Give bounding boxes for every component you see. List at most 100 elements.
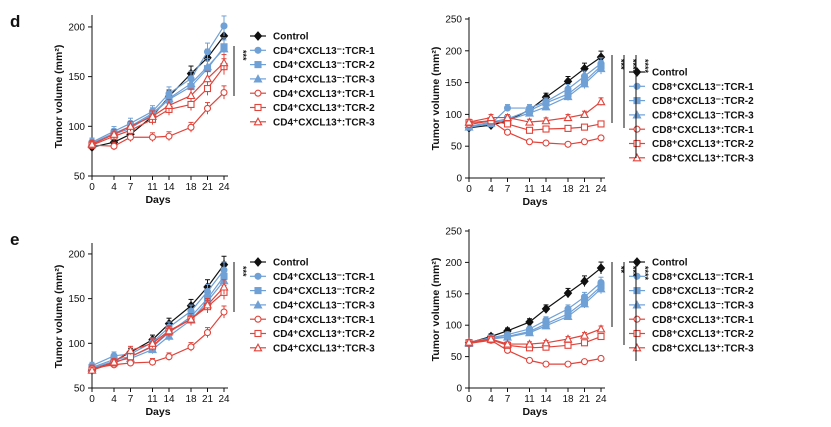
x-tick-label: 24 [595,184,607,195]
data-point [202,61,213,71]
x-tick-label: 18 [562,394,574,405]
x-tick-label: 14 [163,394,175,405]
data-point [502,339,513,348]
x-tick-label: 24 [218,182,230,193]
panel-letter-e: e [10,230,20,249]
significance-label: *** [238,50,248,61]
data-point [186,314,196,323]
data-point [503,104,512,112]
y-axis-label: Tumor volume (mm²) [430,258,442,362]
x-axis-label: Days [145,194,170,206]
legend-entry: CD8⁺CXCL13⁺:TCR-3 [629,153,754,164]
legend-label: CD4⁺CXCL13⁻:TCR-2 [273,286,375,297]
x-axis-label: Days [522,406,547,418]
series-2 [88,15,228,147]
legend-entry: Control [250,31,309,43]
data-point [110,142,118,150]
significance-label: ** [616,266,626,274]
y-tick-label: 200 [68,249,85,260]
x-axis-label: Days [145,406,170,418]
data-point [503,120,512,128]
data-point [579,109,590,118]
legend-label: CD8⁺CXCL13⁺:TCR-2 [652,329,754,340]
x-tick-label: 7 [128,394,134,405]
legend-marker [633,97,641,105]
legend-marker [253,74,263,83]
data-point [202,300,213,309]
legend-entry: Control [629,257,688,269]
y-tick-label: 0 [456,174,462,185]
legend-label: CD8⁺CXCL13⁺:TCR-3 [652,153,754,164]
legend-label: CD8⁺CXCL13⁻:TCR-1 [652,272,754,283]
legend-marker [254,103,262,112]
data-point [596,263,606,273]
legend-label: Control [273,258,309,269]
data-point [187,123,195,131]
data-point [524,117,535,126]
x-tick-label: 0 [466,184,472,195]
legend-entry: CD4⁺CXCL13⁻:TCR-2 [250,286,375,297]
legend-entry: CD4⁺CXCL13⁻:TCR-3 [250,74,375,86]
x-tick-label: 4 [111,182,117,193]
legend-entry: CD4⁺CXCL13⁺:TCR-3 [250,343,375,354]
legend-marker [633,329,641,338]
x-tick-label: 7 [128,182,134,193]
legend-marker [633,125,641,133]
legend-entry: CD8⁺CXCL13⁺:TCR-2 [629,329,754,340]
data-point [220,308,228,316]
y-tick-label: 250 [445,227,462,238]
chart-1: 50 100 150 200 0 4 7 11 14 18 21 24 Days Tumor volume… [53,15,375,206]
legend-label: CD8⁺CXCL13⁻:TCR-2 [652,96,754,107]
legend-marker [633,315,641,323]
x-tick-label: 0 [89,394,95,405]
legend-entry: CD8⁺CXCL13⁻:TCR-3 [629,110,754,122]
data-point [186,90,196,100]
data-point [126,353,135,361]
data-point [597,354,605,363]
chart-4: 0 50 100 150 200 250 0 4 7 11 14 18 21 24 Days Tumor vo… [430,227,754,419]
data-point [502,112,513,122]
x-tick-label: 24 [218,394,230,405]
x-tick-label: 18 [562,184,574,195]
data-point [87,365,97,374]
legend-entry: CD4⁺CXCL13⁺:TCR-1 [250,89,375,100]
legend-label: CD4⁺CXCL13⁺:TCR-1 [273,315,375,326]
legend-label: CD4⁺CXCL13⁻:TCR-3 [273,75,375,86]
legend-label: CD4⁺CXCL13⁻:TCR-1 [273,272,375,283]
data-point [202,73,213,83]
y-tick-label: 200 [445,46,462,57]
y-axis-label: Tumor volume (mm²) [430,47,442,151]
legend-marker [254,46,262,54]
data-point [126,359,135,367]
series-7 [87,54,229,149]
data-point [524,327,535,337]
data-point [542,360,550,368]
y-axis-label: Tumor volume (mm²) [53,45,65,149]
data-point [464,337,474,346]
data-point [87,139,97,148]
legend-marker [632,300,642,309]
legend-entry: CD8⁺CXCL13⁻:TCR-2 [629,286,754,297]
legend-entry: CD4⁺CXCL13⁻:TCR-1 [250,46,375,57]
significance-label: *** [616,59,626,70]
x-tick-label: 11 [524,184,535,195]
series-line [91,269,225,367]
data-point [220,22,228,30]
y-tick-label: 200 [445,258,462,269]
chart-2: 0 50 100 150 200 250 0 4 7 11 14 18 21 24 Days Tumor vo… [430,15,754,209]
data-point [203,85,212,93]
data-point [187,100,195,108]
legend-entry: CD4⁺CXCL13⁻:TCR-3 [250,300,375,312]
data-point [564,124,572,132]
panel-letter-d: d [10,12,21,31]
legend-label: Control [273,32,309,43]
data-point [563,311,573,320]
legend-marker [253,300,263,309]
legend-marker [633,139,641,148]
legend-marker [632,67,642,77]
legend-entry: CD8⁺CXCL13⁻:TCR-1 [629,82,754,93]
legend-label: Control [652,68,688,79]
legend-entry: CD8⁺CXCL13⁺:TCR-3 [629,343,754,354]
x-tick-label: 7 [505,394,511,405]
data-point [563,334,573,343]
